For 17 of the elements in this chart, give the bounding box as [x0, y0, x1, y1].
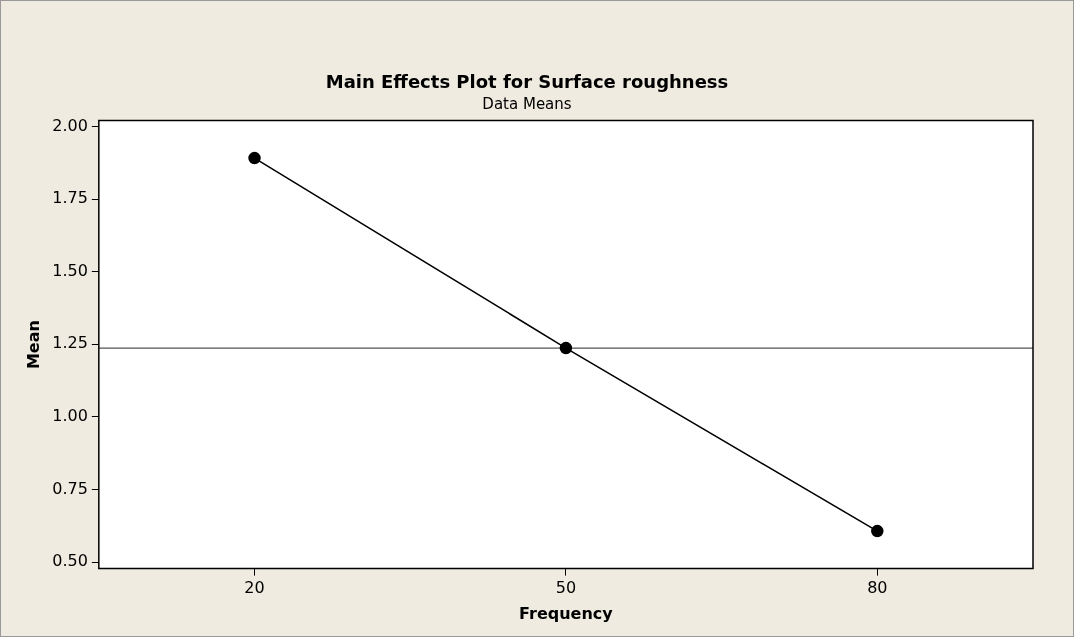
point	[248, 151, 261, 165]
y-axis-title: Mean	[23, 320, 43, 370]
y-tick-label: 2.00	[52, 115, 88, 135]
point	[559, 341, 573, 355]
chart-subtitle: Data Means	[482, 95, 572, 114]
point	[871, 524, 884, 538]
chart-title: Main Effects Plot for Surface roughness	[325, 71, 729, 93]
x-tick-label: 80	[867, 578, 888, 598]
y-tick-label: 1.00	[52, 406, 88, 426]
x-tick-label: 50	[555, 578, 577, 598]
x-tick-label: 20	[244, 578, 265, 598]
y-tick-label: 1.75	[52, 188, 88, 208]
y-tick-label: 0.50	[52, 551, 88, 571]
y-tick-label: 1.50	[52, 260, 88, 280]
y-tick-label: 0.75	[52, 478, 88, 498]
x-axis-title: Frequency	[519, 603, 614, 623]
y-tick-label: 1.25	[52, 333, 88, 353]
